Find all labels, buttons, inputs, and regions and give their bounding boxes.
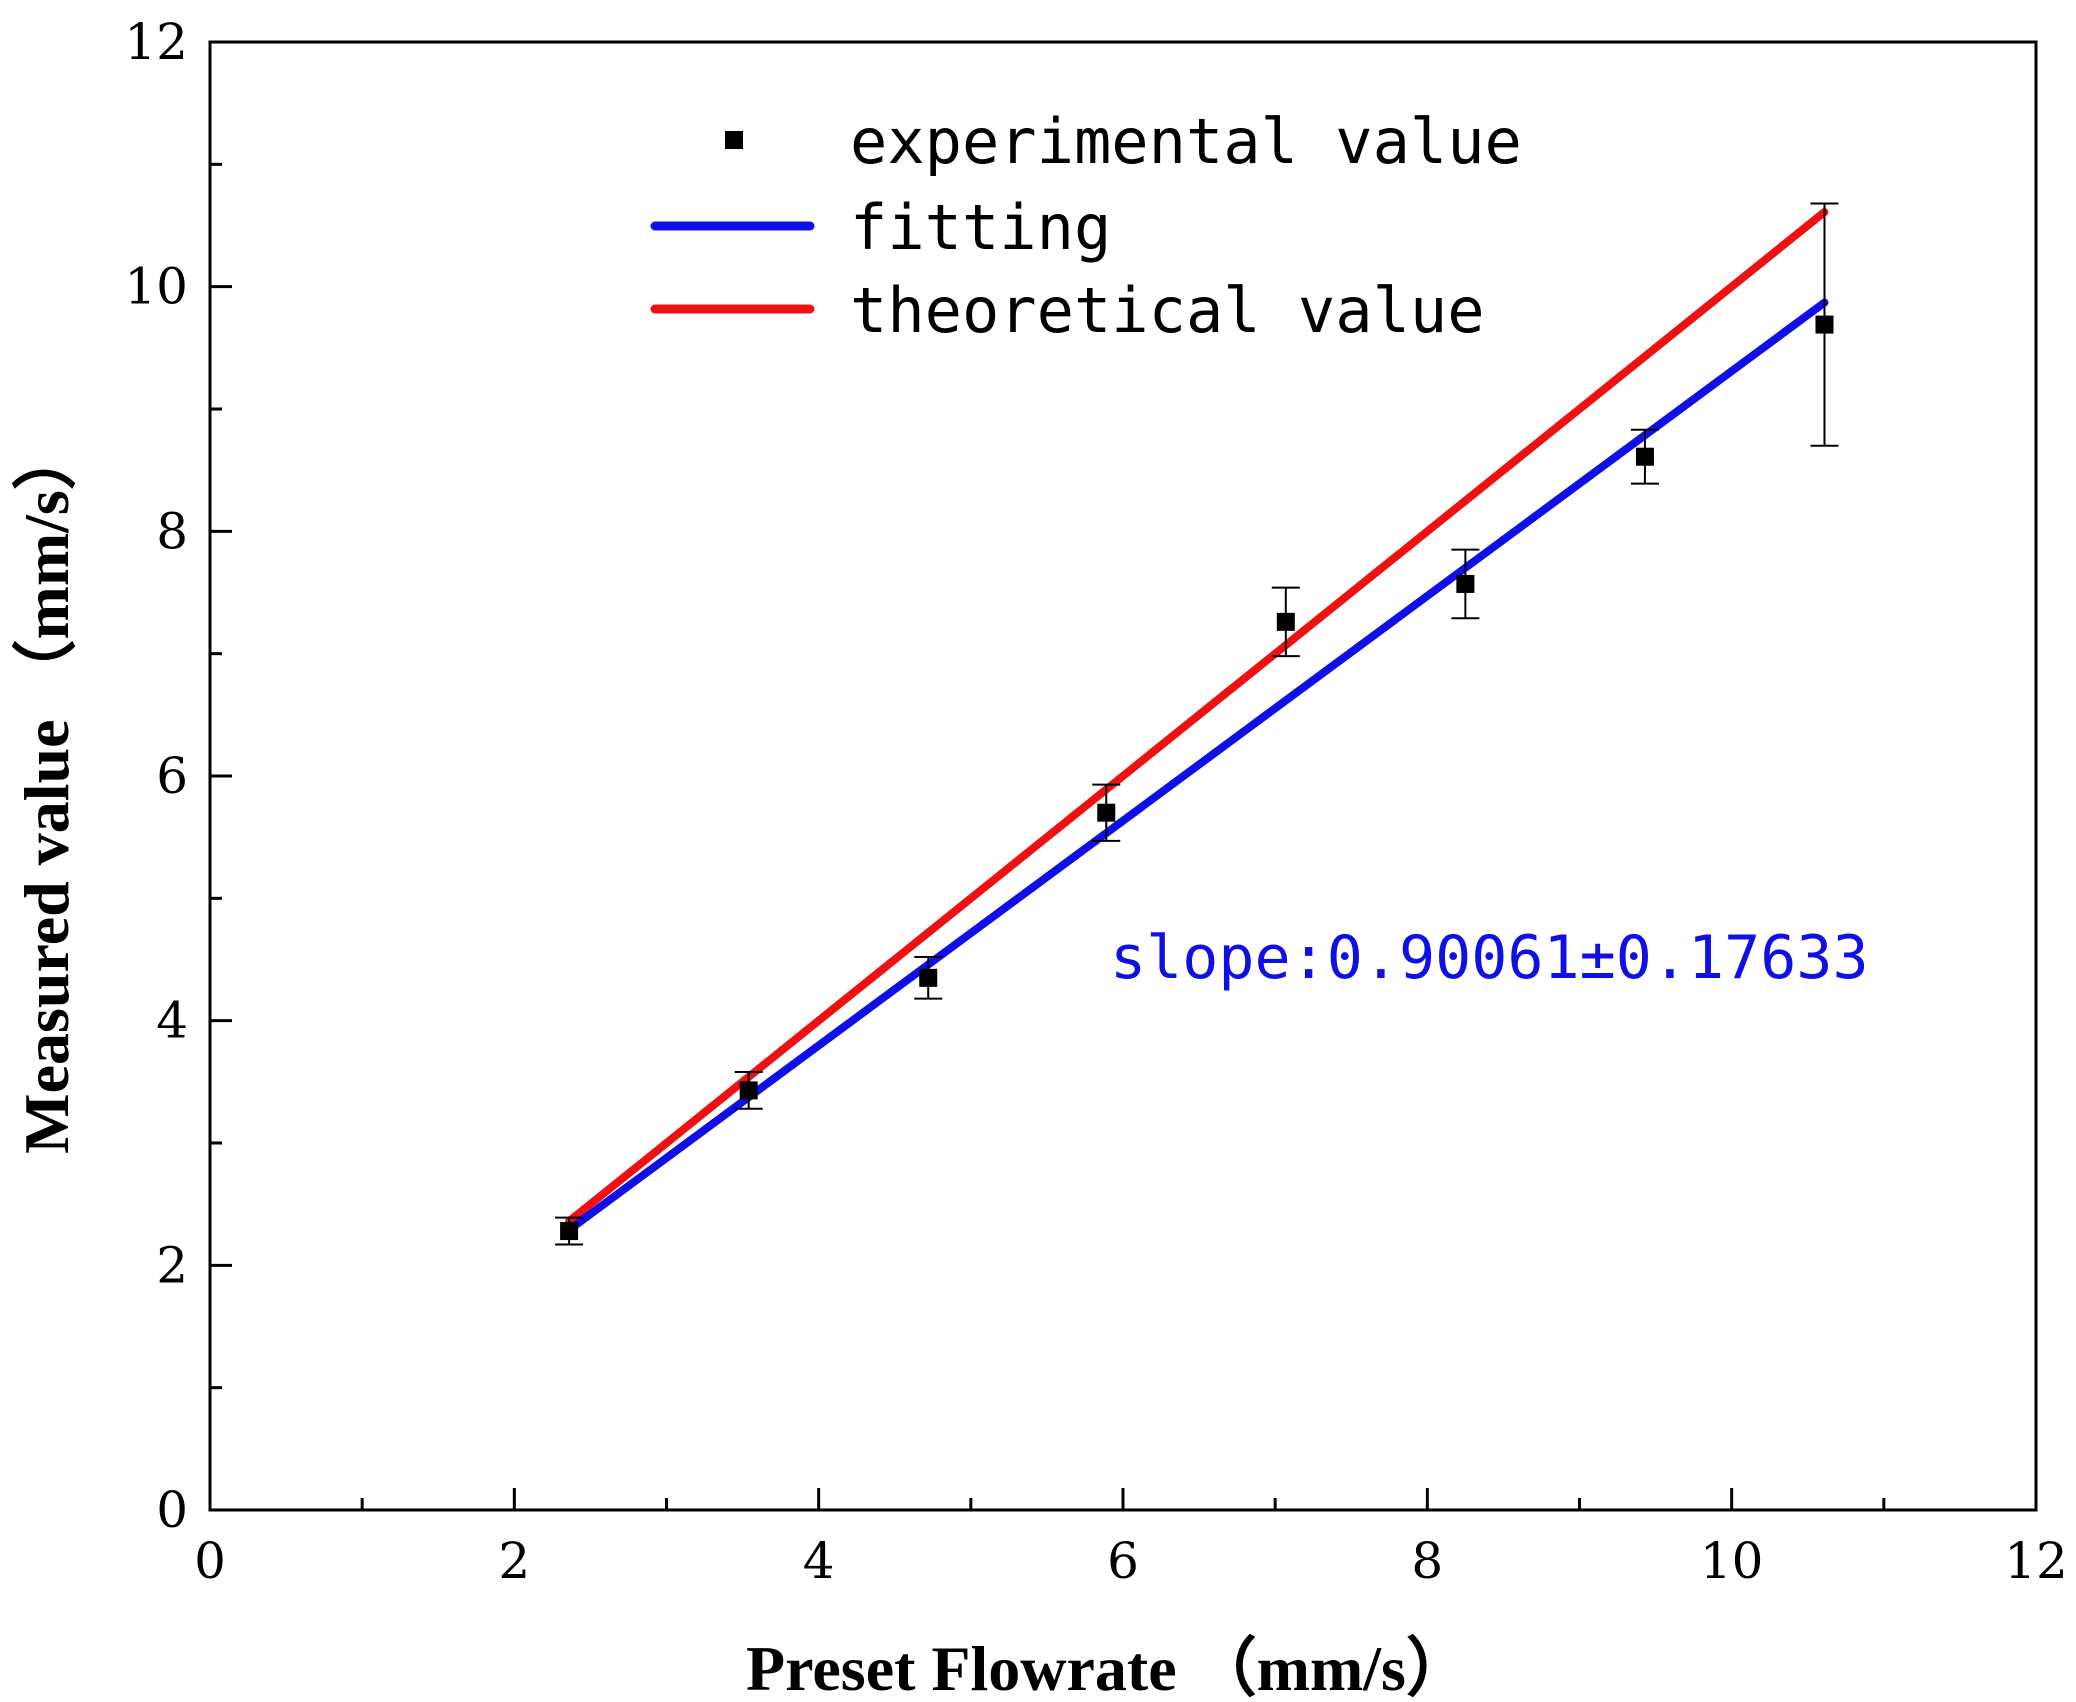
data-point — [919, 968, 938, 987]
legend-label-theoretical: theoretical value — [850, 274, 1485, 347]
x-axis-title: Preset Flowrate （mm/s） — [746, 1633, 1470, 1702]
data-point — [1456, 574, 1475, 593]
y-tick-label: 4 — [156, 992, 188, 1050]
legend: experimental value fitting theoretical v… — [650, 105, 1522, 347]
y-tick-label: 0 — [156, 1481, 188, 1539]
data-point — [1276, 612, 1295, 631]
legend-label-experimental: experimental value — [850, 105, 1522, 178]
data-point — [1097, 803, 1116, 822]
tick-labels: 0 2 4 6 8 10 12 0 2 4 6 8 10 12 — [124, 13, 2067, 1590]
x-tick-label: 2 — [498, 1532, 530, 1590]
y-tick-label: 10 — [124, 258, 188, 316]
x-tick-label: 8 — [1411, 1532, 1443, 1590]
y-tick-label: 2 — [156, 1236, 188, 1294]
theoretical-line — [565, 208, 1829, 1226]
legend-marker-experimental — [725, 131, 743, 149]
ticks — [208, 40, 2038, 1512]
x-tick-label: 4 — [803, 1532, 835, 1590]
y-tick-label: 6 — [156, 747, 188, 805]
y-axis-title: Measured value （mm/s） — [11, 426, 82, 1154]
fit-lines — [565, 208, 1829, 1234]
legend-label-fitting: fitting — [850, 191, 1111, 264]
x-tick-label: 0 — [194, 1532, 226, 1590]
x-tick-label: 12 — [2004, 1532, 2068, 1590]
data-point — [1635, 447, 1654, 466]
data-point — [739, 1081, 758, 1100]
data-point — [1815, 315, 1834, 334]
y-tick-label: 12 — [124, 13, 188, 71]
fitting-line — [565, 298, 1829, 1234]
data-point — [560, 1222, 579, 1241]
x-tick-label: 6 — [1107, 1532, 1139, 1590]
x-tick-label: 10 — [1700, 1532, 1764, 1590]
y-tick-label: 8 — [156, 502, 188, 560]
slope-annotation: slope:0.90061±0.17633 — [1110, 923, 1869, 993]
data-points — [560, 315, 1834, 1241]
